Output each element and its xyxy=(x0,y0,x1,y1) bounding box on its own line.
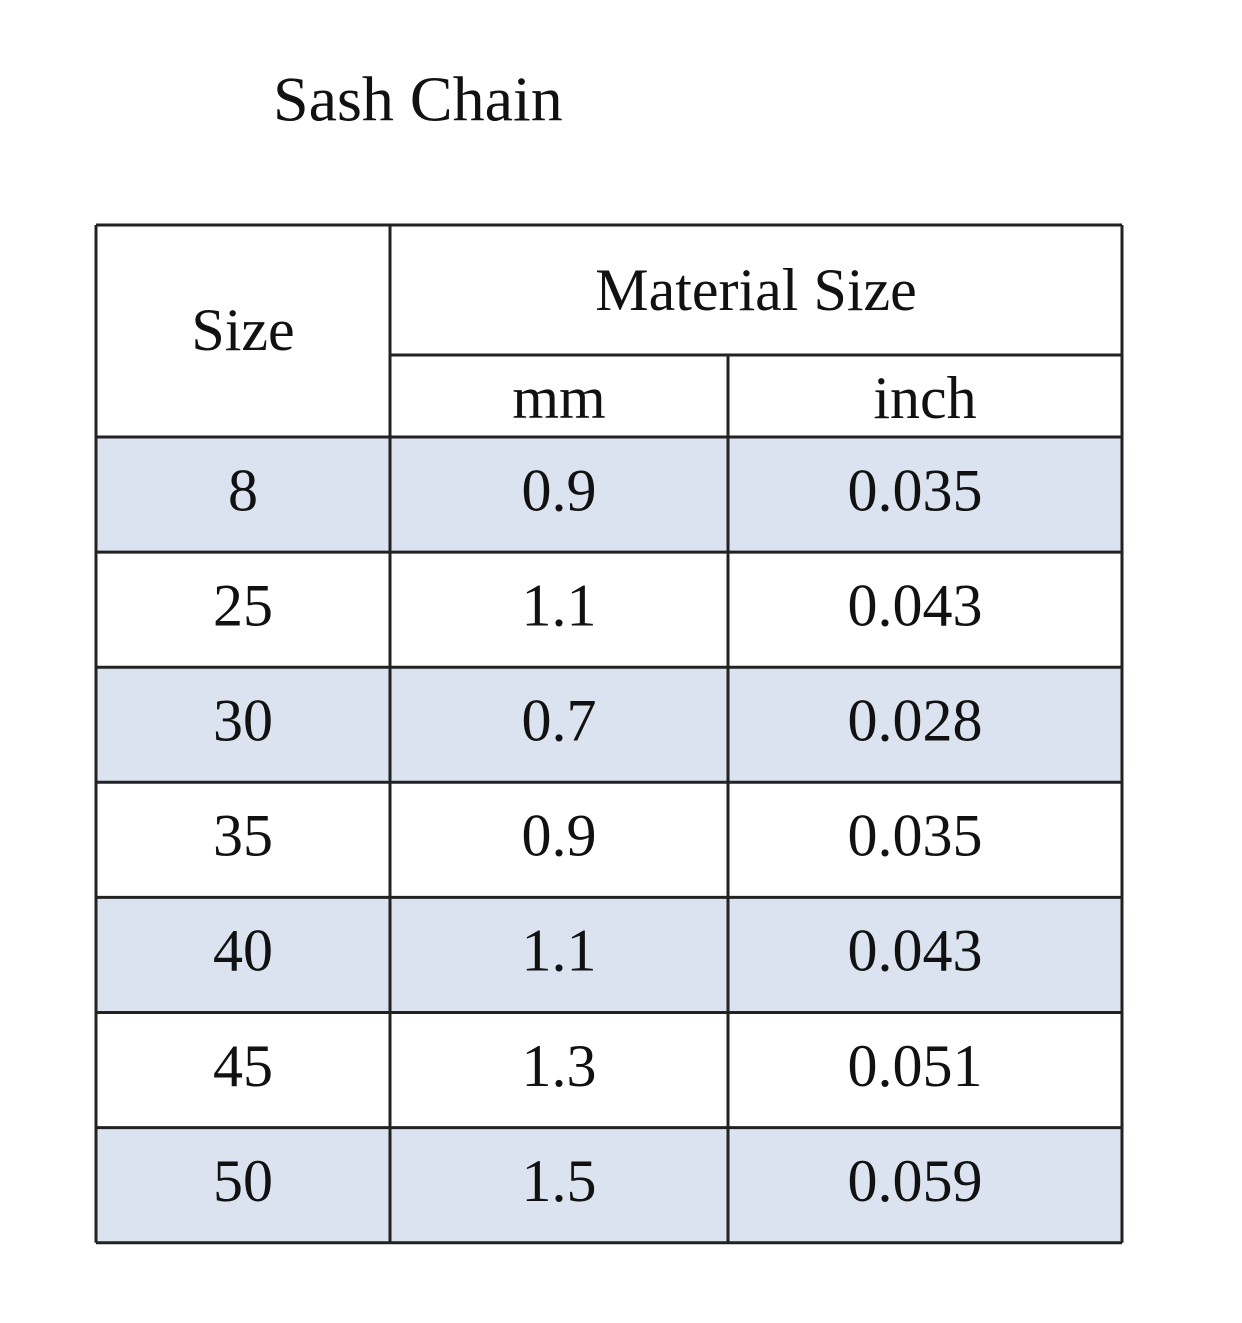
row-background xyxy=(96,667,1122,783)
cell: 0.059 xyxy=(848,1148,983,1214)
row-fills xyxy=(96,437,1122,1243)
cell: 1.1 xyxy=(522,572,597,638)
cell: 0.9 xyxy=(522,803,597,869)
row-background xyxy=(96,1127,1122,1243)
cell: 1.3 xyxy=(522,1033,597,1099)
cell: 45 xyxy=(213,1033,273,1099)
cell: 30 xyxy=(213,688,273,754)
cell: 0.035 xyxy=(848,803,983,869)
table-grid xyxy=(94,223,1124,1245)
row-background xyxy=(96,437,1122,553)
cell: 0.043 xyxy=(848,918,983,984)
column-header: mm xyxy=(512,365,605,431)
cell: 0.043 xyxy=(848,572,983,638)
cell: 1.5 xyxy=(522,1148,597,1214)
cell: 0.035 xyxy=(848,457,983,523)
cell: 40 xyxy=(213,918,273,984)
row-background xyxy=(96,897,1122,1013)
cell: 8 xyxy=(228,457,258,523)
title: Sash Chain xyxy=(273,64,563,135)
cell: 25 xyxy=(213,572,273,638)
column-header: inch xyxy=(873,365,976,431)
cell: 0.051 xyxy=(848,1033,983,1099)
cell: 0.9 xyxy=(522,457,597,523)
cell: 35 xyxy=(213,803,273,869)
cell: 50 xyxy=(213,1148,273,1214)
cell: 0.7 xyxy=(522,688,597,754)
group-header: Material Size xyxy=(595,257,917,323)
cell: 1.1 xyxy=(522,918,597,984)
cell: 0.028 xyxy=(848,688,983,754)
column-header: Size xyxy=(191,297,294,363)
